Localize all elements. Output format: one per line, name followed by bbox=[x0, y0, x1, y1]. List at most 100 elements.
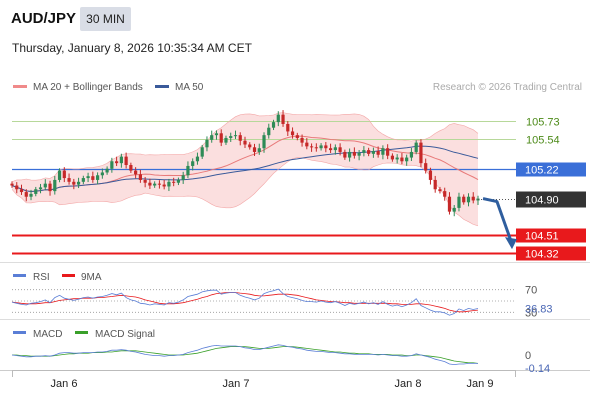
last-price-label: 104.90 bbox=[525, 195, 559, 207]
legend-swatch-ma50 bbox=[155, 85, 169, 88]
candle-body bbox=[143, 179, 147, 183]
candle-body bbox=[281, 114, 285, 124]
candle-body bbox=[48, 183, 52, 192]
legend-label-ma50: MA 50 bbox=[175, 82, 204, 93]
legend-label-rsi: RSI bbox=[33, 272, 50, 283]
candle-body bbox=[314, 147, 318, 149]
candle-body bbox=[34, 189, 38, 194]
timeframe-badge[interactable]: 30 MIN bbox=[80, 7, 131, 31]
candle-body bbox=[447, 196, 452, 212]
candle-body bbox=[357, 152, 361, 156]
candle-body bbox=[219, 133, 223, 143]
candle-body bbox=[195, 156, 200, 162]
x-tick-label: Jan 8 bbox=[395, 378, 422, 390]
candle-body bbox=[157, 183, 162, 185]
candle-body bbox=[471, 196, 475, 201]
candle-body bbox=[167, 181, 171, 187]
candle-body bbox=[210, 135, 214, 140]
candle-body bbox=[181, 175, 185, 180]
bollinger-lower-line bbox=[11, 157, 479, 227]
candle-body bbox=[328, 148, 333, 151]
candle-body bbox=[386, 148, 390, 156]
candle-body bbox=[29, 193, 33, 197]
level-tag-105.22 bbox=[516, 162, 586, 177]
candle-body bbox=[19, 189, 24, 193]
level-tag-104.32 bbox=[516, 246, 586, 261]
candle-body bbox=[376, 151, 380, 155]
rsi-ref-label-70: 70 bbox=[525, 285, 537, 297]
candle-body bbox=[271, 122, 276, 128]
level-label-104.32: 104.32 bbox=[525, 249, 559, 261]
candle-body bbox=[319, 145, 323, 149]
candle-body bbox=[466, 196, 471, 203]
candle-body bbox=[53, 179, 57, 192]
candle-body bbox=[395, 157, 399, 160]
legend-swatch-ma20 bbox=[13, 85, 27, 88]
candle-body bbox=[452, 207, 456, 212]
legend-swatch-rsi bbox=[13, 274, 26, 277]
candle-body bbox=[300, 137, 304, 143]
price-panel: 105.73 105.54 105.22 104.51 104.32 104.90 bbox=[0, 110, 590, 371]
candle-body bbox=[267, 127, 271, 136]
candle-body bbox=[428, 170, 433, 180]
candle-body bbox=[405, 157, 409, 162]
rsi-ref-label-30: 30 bbox=[525, 307, 537, 319]
candle-body bbox=[457, 196, 461, 208]
legend-label-9ma: 9MA bbox=[81, 272, 102, 283]
legend-swatch-macd bbox=[13, 331, 26, 334]
candle-body bbox=[252, 147, 257, 152]
candle-body bbox=[367, 150, 371, 154]
candle-body bbox=[462, 196, 466, 203]
candle-body bbox=[138, 174, 142, 180]
bollinger-upper-line bbox=[11, 112, 479, 183]
level-label-105.54: 105.54 bbox=[526, 135, 560, 147]
macd-last-value: -0.14 bbox=[525, 363, 550, 375]
x-tick-label: Jan 7 bbox=[223, 378, 250, 390]
candle-body bbox=[438, 189, 442, 192]
candle-body bbox=[186, 165, 190, 176]
candle-body bbox=[10, 183, 14, 186]
candle-body bbox=[91, 176, 95, 180]
level-label-104.51: 104.51 bbox=[525, 231, 559, 243]
macd-line bbox=[11, 344, 478, 366]
candle-body bbox=[243, 140, 247, 145]
legend-label-macd-signal: MACD Signal bbox=[95, 329, 155, 340]
candle-body bbox=[119, 156, 123, 164]
candle-body bbox=[24, 192, 28, 197]
candle-body bbox=[424, 163, 428, 171]
candle-body bbox=[229, 136, 233, 138]
candle-body bbox=[115, 161, 119, 164]
candle-body bbox=[205, 139, 209, 148]
candle-body bbox=[57, 170, 62, 180]
candle-body bbox=[409, 151, 414, 158]
candle-body bbox=[352, 151, 356, 156]
candle-body bbox=[443, 191, 447, 197]
candle-body bbox=[67, 178, 71, 182]
level-tag-104.51 bbox=[516, 228, 586, 243]
macd-signal-line bbox=[12, 346, 479, 364]
legend-label-macd: MACD bbox=[33, 329, 62, 340]
candle-body bbox=[371, 151, 375, 154]
candle-body bbox=[105, 168, 109, 173]
legend-swatch-9ma bbox=[62, 274, 75, 277]
candle-body bbox=[86, 176, 90, 179]
ma50-line bbox=[11, 145, 479, 193]
chart-header: AUD/JPY 30 MIN bbox=[0, 0, 590, 34]
macd-zero-label: 0 bbox=[525, 350, 531, 362]
candle-body bbox=[214, 133, 219, 136]
candle-body bbox=[134, 170, 138, 175]
candle-body bbox=[286, 123, 290, 132]
candle-body bbox=[62, 170, 66, 179]
candle-body bbox=[95, 175, 100, 180]
candle-body bbox=[324, 145, 328, 149]
candle-body bbox=[224, 137, 228, 143]
timestamp: Thursday, January 8, 2026 10:35:34 AM CE… bbox=[12, 41, 252, 55]
candle-body bbox=[38, 187, 43, 190]
level-label-105.22: 105.22 bbox=[525, 165, 559, 177]
candle-body bbox=[81, 178, 85, 182]
candle-body bbox=[15, 185, 19, 190]
candle-body bbox=[419, 142, 423, 164]
candle-body bbox=[343, 151, 347, 158]
forecast-arrow bbox=[482, 197, 513, 242]
